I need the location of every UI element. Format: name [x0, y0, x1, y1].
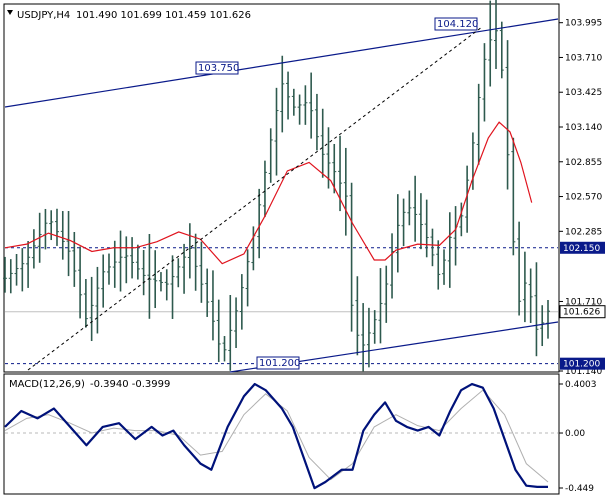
y-tick-label: 103.425 [565, 88, 602, 98]
macd-main-line [4, 382, 548, 490]
macd-values: -0.3940 -0.3999 [90, 379, 170, 390]
y-tick-label: 101.710 [565, 297, 602, 307]
y-tick-label: 102.570 [565, 193, 602, 203]
symbol-label: USDJPY,H4 [17, 10, 70, 21]
trendline-label: 103.750 [198, 63, 239, 74]
y-tick-label: 102.855 [565, 158, 602, 168]
dashed-trendline [27, 26, 483, 371]
macd-tick-label: -0.449 [565, 484, 594, 494]
y-tick-label: 103.710 [565, 53, 602, 63]
price-level-badge [560, 357, 605, 370]
moving-average-line [4, 121, 533, 265]
trendline-label: 104.120 [437, 19, 478, 30]
price-level-badge [560, 241, 605, 254]
price-level-label: 102.150 [563, 244, 600, 254]
collapse-triangle-icon[interactable] [7, 10, 13, 15]
macd-panel-frame [3, 373, 560, 495]
price-level-label: 101.200 [563, 360, 600, 370]
ohlc-values: 101.490 101.699 101.459 101.626 [76, 10, 251, 21]
y-tick-label: 102.285 [565, 227, 602, 237]
macd-chart: 0.4003 0.00 -0.449 [4, 380, 597, 494]
macd-tick-label: 0.4003 [565, 380, 597, 390]
macd-tick-label: 0.00 [565, 429, 585, 439]
upper-channel-line [4, 18, 559, 108]
y-tick-label: 103.140 [565, 123, 602, 133]
trendline-label: 101.200 [259, 358, 300, 369]
trendline-label-box [434, 17, 478, 31]
macd-header: MACD(12,26,9) -0.3940 -0.3999 [9, 379, 170, 390]
trendline-label-box [195, 61, 239, 75]
trendline-label-box [256, 356, 300, 370]
y-tick-label: 101.140 [565, 367, 602, 377]
price-chart: 103.995 103.710 103.425 103.140 102.855 102.5… [3, 0, 606, 377]
current-price-badge [559, 305, 606, 319]
macd-label: MACD(12,26,9) [9, 379, 85, 390]
current-price-label: 101.626 [563, 308, 600, 318]
chart-header: USDJPY,H4 101.490 101.699 101.459 101.62… [7, 10, 251, 21]
price-panel-frame [3, 3, 560, 373]
y-tick-label: 103.995 [565, 19, 602, 29]
